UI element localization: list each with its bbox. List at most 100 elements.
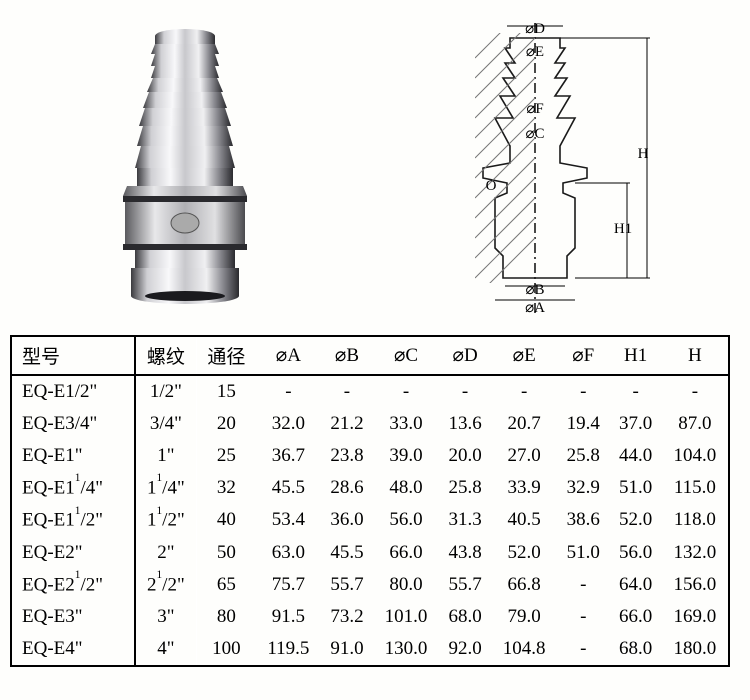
cell-B: 28.6	[321, 472, 373, 504]
table-row: EQ-E3/4"3/4"2032.021.233.013.620.719.437…	[11, 408, 729, 440]
cell-H: 118.0	[662, 504, 729, 536]
col-header: H1	[609, 336, 661, 375]
cell-D: 68.0	[439, 601, 491, 633]
cell-E: 52.0	[491, 537, 557, 569]
cell-H1: 68.0	[609, 633, 661, 666]
cell-A: 45.5	[256, 472, 321, 504]
cell-bore: 80	[196, 601, 256, 633]
dim-label-O: O	[486, 178, 497, 194]
collar	[123, 186, 247, 250]
col-header: C	[373, 336, 439, 375]
cell-F: 38.6	[557, 504, 609, 536]
cell-thread: 2"	[135, 537, 196, 569]
cell-model: EQ-E11/4"	[11, 472, 135, 504]
cell-H: 169.0	[662, 601, 729, 633]
cell-D: 13.6	[439, 408, 491, 440]
cell-E: 27.0	[491, 440, 557, 472]
cell-E: -	[491, 375, 557, 408]
table-header-row: 型号螺纹通径ABCDEFH1H	[11, 336, 729, 375]
dim-label-E: ⌀E	[526, 44, 544, 60]
cell-A: 32.0	[256, 408, 321, 440]
dim-label-A: ⌀A	[525, 300, 545, 316]
cell-F: -	[557, 569, 609, 601]
cell-F: 25.8	[557, 440, 609, 472]
cell-bore: 50	[196, 537, 256, 569]
cell-E: 40.5	[491, 504, 557, 536]
table-row: EQ-E21/2"21/2"6575.755.780.055.766.8-64.…	[11, 569, 729, 601]
cell-model: EQ-E11/2"	[11, 504, 135, 536]
cell-A: 53.4	[256, 504, 321, 536]
cell-B: 91.0	[321, 633, 373, 666]
cell-F: -	[557, 375, 609, 408]
cell-A: 36.7	[256, 440, 321, 472]
technical-drawing: ⌀D ⌀E ⌀F ⌀C O ⌀B ⌀A H H1	[395, 18, 695, 318]
col-header: D	[439, 336, 491, 375]
col-header: A	[256, 336, 321, 375]
cell-D: -	[439, 375, 491, 408]
cell-thread: 4"	[135, 633, 196, 666]
cell-F: 51.0	[557, 537, 609, 569]
cell-thread: 1/2"	[135, 375, 196, 408]
cell-model: EQ-E3/4"	[11, 408, 135, 440]
dim-label-F: ⌀F	[526, 101, 543, 117]
cell-A: -	[256, 375, 321, 408]
cell-bore: 100	[196, 633, 256, 666]
cell-C: 66.0	[373, 537, 439, 569]
col-header: E	[491, 336, 557, 375]
cell-B: 36.0	[321, 504, 373, 536]
cell-thread: 3"	[135, 601, 196, 633]
spec-table: 型号螺纹通径ABCDEFH1H EQ-E1/2"1/2"15--------EQ…	[10, 335, 730, 667]
cell-E: 20.7	[491, 408, 557, 440]
cell-H1: 64.0	[609, 569, 661, 601]
cell-D: 55.7	[439, 569, 491, 601]
cell-bore: 15	[196, 375, 256, 408]
cell-model: EQ-E3"	[11, 601, 135, 633]
dim-label-D: ⌀D	[525, 21, 545, 37]
cell-C: 33.0	[373, 408, 439, 440]
product-photo	[85, 18, 285, 318]
cell-thread: 11/2"	[135, 504, 196, 536]
cell-bore: 32	[196, 472, 256, 504]
cell-C: 39.0	[373, 440, 439, 472]
cell-H: 104.0	[662, 440, 729, 472]
cell-H: 156.0	[662, 569, 729, 601]
dim-label-H1: H1	[614, 221, 632, 237]
cell-model: EQ-E4"	[11, 633, 135, 666]
table-row: EQ-E4"4"100119.591.0130.092.0104.8-68.01…	[11, 633, 729, 666]
dim-label-B: ⌀B	[525, 282, 544, 298]
cell-B: 21.2	[321, 408, 373, 440]
cell-bore: 20	[196, 408, 256, 440]
dim-label-C: ⌀C	[525, 126, 544, 142]
col-header: 通径	[196, 336, 256, 375]
cell-F: 32.9	[557, 472, 609, 504]
cell-model: EQ-E21/2"	[11, 569, 135, 601]
cell-A: 91.5	[256, 601, 321, 633]
cell-H1: 52.0	[609, 504, 661, 536]
cell-H: 115.0	[662, 472, 729, 504]
table-row: EQ-E3"3"8091.573.2101.068.079.0-66.0169.…	[11, 601, 729, 633]
cell-C: 101.0	[373, 601, 439, 633]
table-row: EQ-E2"2"5063.045.566.043.852.051.056.013…	[11, 537, 729, 569]
cell-B: -	[321, 375, 373, 408]
cell-H1: 51.0	[609, 472, 661, 504]
cell-model: EQ-E1"	[11, 440, 135, 472]
cell-model: EQ-E2"	[11, 537, 135, 569]
cell-H1: 37.0	[609, 408, 661, 440]
hose-barb	[135, 29, 235, 186]
cell-H: -	[662, 375, 729, 408]
col-header: F	[557, 336, 609, 375]
adapter-end	[131, 250, 239, 304]
cell-H1: 66.0	[609, 601, 661, 633]
cell-bore: 65	[196, 569, 256, 601]
cell-thread: 21/2"	[135, 569, 196, 601]
cell-C: 130.0	[373, 633, 439, 666]
cell-thread: 1"	[135, 440, 196, 472]
cell-F: -	[557, 633, 609, 666]
cell-H1: -	[609, 375, 661, 408]
cell-D: 31.3	[439, 504, 491, 536]
cell-H: 87.0	[662, 408, 729, 440]
cell-C: -	[373, 375, 439, 408]
cell-E: 104.8	[491, 633, 557, 666]
cell-thread: 11/4"	[135, 472, 196, 504]
table-row: EQ-E1/2"1/2"15--------	[11, 375, 729, 408]
